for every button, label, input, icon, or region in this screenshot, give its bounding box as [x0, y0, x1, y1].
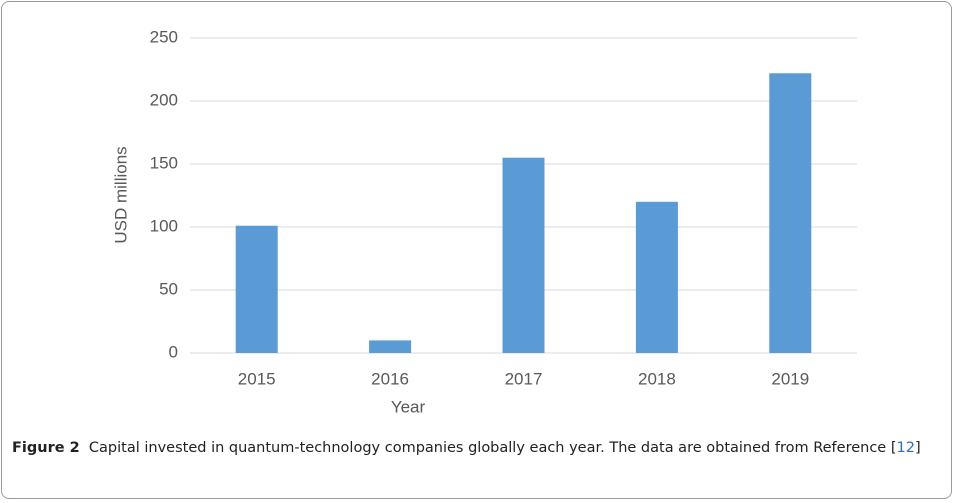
y-tick-label: 50 [159, 279, 178, 298]
caption-bracket: [ [890, 440, 897, 456]
bar [235, 225, 278, 353]
caption: Figure 2 Capital invested in quantum-tec… [12, 437, 947, 460]
y-tick-label: 200 [150, 90, 178, 109]
x-tick-label: 2019 [771, 369, 809, 388]
bar [769, 73, 812, 353]
x-axis-label: Year [391, 397, 426, 416]
caption-label: Figure 2 [12, 440, 80, 456]
bar [502, 157, 545, 353]
caption-ref[interactable]: 12 [896, 440, 915, 456]
y-tick-label: 0 [169, 342, 178, 361]
y-tick-label: 100 [150, 216, 178, 235]
caption-text: Capital invested in quantum-technology c… [88, 440, 887, 456]
y-tick-label: 250 [150, 27, 178, 46]
bar [635, 201, 678, 353]
bar [369, 340, 412, 353]
x-tick-label: 2017 [505, 369, 543, 388]
chart: Year USD millions 0 50 100 150 200 250 2015 201… [111, 27, 857, 416]
x-tick-label: 2016 [371, 369, 409, 388]
y-tick-label: 150 [150, 153, 178, 172]
y-axis-label: USD millions [111, 146, 130, 243]
x-tick-label: 2015 [238, 369, 276, 388]
caption-bracket: ] [914, 440, 921, 456]
x-tick-label: 2018 [638, 369, 676, 388]
